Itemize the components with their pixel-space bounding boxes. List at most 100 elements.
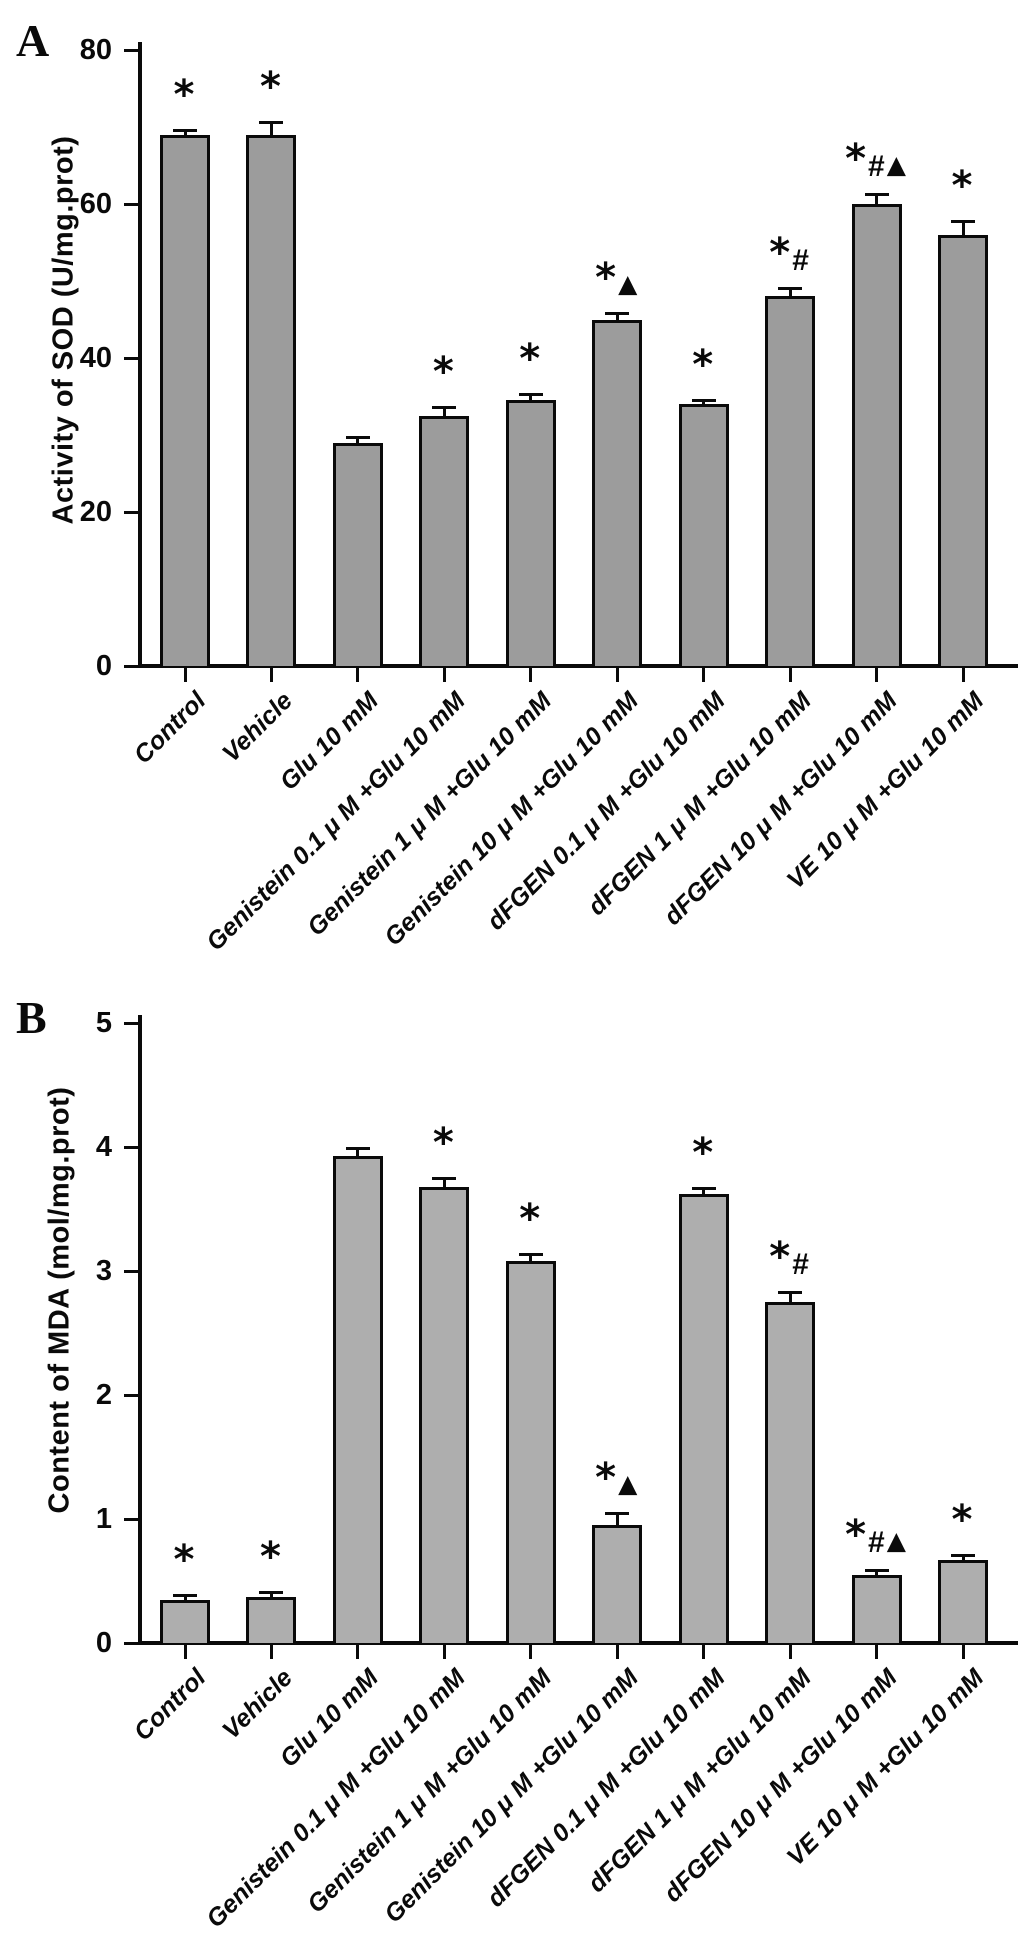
- asterisk-marker: *: [519, 335, 543, 382]
- significance-genistein-1-m-glu-10-mm: *: [461, 339, 601, 387]
- error-bar-cap-glu-10-mm: [345, 1147, 370, 1151]
- bar-dfgen-1-m-glu-10-mm: [765, 1302, 816, 1643]
- bar-dfgen-10-m-glu-10-mm: [851, 204, 902, 666]
- triangle-marker: ▲: [618, 269, 640, 299]
- bar-genistein-1-m-glu-10-mm: [505, 400, 556, 666]
- error-bar-dfgen-0-1-m-glu-10-mm: [702, 401, 706, 407]
- significance-genistein-1-m-glu-10-mm: *: [461, 1199, 601, 1247]
- x-tick: [183, 668, 187, 682]
- x-tick: [529, 1645, 533, 1659]
- triangle-marker: ▲: [886, 1526, 908, 1556]
- error-bar-genistein-10-m-glu-10-mm: [615, 1514, 619, 1528]
- significance-genistein-10-m-glu-10-mm: * ▲: [547, 258, 687, 306]
- significance-control: *: [115, 1540, 255, 1588]
- x-tick: [529, 668, 533, 682]
- significance-dfgen-10-m-glu-10-mm: * # ▲: [807, 1515, 947, 1563]
- asterisk-marker: *: [951, 162, 975, 209]
- error-bar-cap-glu-10-mm: [345, 436, 370, 440]
- error-bar-cap-dfgen-0-1-m-glu-10-mm: [691, 399, 716, 403]
- y-tick-label: 60: [79, 188, 112, 220]
- error-bar-cap-ve-10-m-glu-10-mm: [951, 1554, 975, 1558]
- error-bar-dfgen-1-m-glu-10-mm: [788, 1293, 792, 1304]
- error-bar-dfgen-0-1-m-glu-10-mm: [702, 1189, 706, 1197]
- asterisk-marker: *: [595, 1455, 619, 1502]
- x-tick: [875, 1645, 879, 1659]
- y-tick: [124, 1269, 138, 1273]
- asterisk-marker: *: [692, 342, 716, 389]
- x-tick: [788, 668, 792, 682]
- y-tick-label: 0: [95, 650, 112, 682]
- bar-genistein-0-1-m-glu-10-mm: [419, 1186, 470, 1643]
- asterisk-marker: *: [769, 1234, 793, 1281]
- bar-dfgen-0-1-m-glu-10-mm: [678, 1194, 729, 1643]
- error-bar-cap-dfgen-0-1-m-glu-10-mm: [691, 1187, 716, 1191]
- significance-vehicle: *: [201, 1537, 341, 1585]
- y-axis-line: [138, 42, 142, 668]
- y-tick: [124, 48, 138, 52]
- error-bar-cap-dfgen-10-m-glu-10-mm: [864, 1569, 889, 1573]
- significance-ve-10-m-glu-10-mm: *: [893, 166, 1033, 214]
- error-bar-cap-genistein-10-m-glu-10-mm: [605, 1512, 630, 1516]
- x-tick: [702, 668, 706, 682]
- y-tick: [124, 1145, 138, 1149]
- error-bar-dfgen-10-m-glu-10-mm: [875, 1571, 879, 1577]
- y-tick: [124, 356, 138, 360]
- panel-label-a: A: [16, 15, 50, 66]
- error-bar-cap-genistein-1-m-glu-10-mm: [518, 1252, 543, 1256]
- y-tick-label: 40: [79, 342, 112, 374]
- triangle-marker: ▲: [886, 149, 908, 179]
- x-tick: [442, 1645, 446, 1659]
- significance-dfgen-0-1-m-glu-10-mm: *: [634, 1133, 774, 1181]
- error-bar-glu-10-mm: [356, 438, 360, 445]
- error-bar-cap-dfgen-10-m-glu-10-mm: [864, 192, 889, 196]
- x-axis-line: [138, 664, 1018, 668]
- significance-dfgen-1-m-glu-10-mm: * #: [720, 233, 860, 281]
- bar-control: [160, 1599, 210, 1643]
- hash-marker: #: [868, 149, 887, 183]
- x-axis-label-vehicle: Vehicle: [216, 1663, 298, 1745]
- error-bar-genistein-1-m-glu-10-mm: [529, 1254, 533, 1264]
- error-bar-cap-vehicle: [259, 1591, 284, 1595]
- error-bar-cap-control: [173, 128, 197, 132]
- error-bar-ve-10-m-glu-10-mm: [961, 221, 965, 237]
- bar-dfgen-10-m-glu-10-mm: [851, 1574, 902, 1643]
- x-tick: [356, 1645, 360, 1659]
- x-axis-label-control: Control: [128, 1663, 212, 1747]
- asterisk-marker: *: [692, 1130, 716, 1177]
- asterisk-marker: *: [951, 1497, 975, 1544]
- error-bar-control: [183, 1595, 187, 1602]
- asterisk-marker: *: [432, 1120, 456, 1167]
- sod-activity-bar-chart: 0 20 40 60 80 Control * Vehicle * Glu 10 mM Genist…: [80, 36, 1018, 956]
- significance-genistein-10-m-glu-10-mm: * ▲: [547, 1458, 687, 1506]
- error-bar-genistein-0-1-m-glu-10-mm: [442, 408, 446, 418]
- x-tick: [269, 1645, 273, 1659]
- y-tick: [124, 1021, 138, 1025]
- bar-ve-10-m-glu-10-mm: [938, 234, 988, 666]
- significance-dfgen-10-m-glu-10-mm: * # ▲: [807, 139, 947, 187]
- error-bar-cap-dfgen-1-m-glu-10-mm: [778, 287, 803, 291]
- x-axis-line: [138, 1641, 1018, 1645]
- significance-ve-10-m-glu-10-mm: *: [893, 1500, 1033, 1548]
- bar-genistein-10-m-glu-10-mm: [592, 1525, 643, 1643]
- significance-dfgen-0-1-m-glu-10-mm: *: [634, 345, 774, 393]
- hash-marker: #: [792, 244, 811, 278]
- bar-vehicle: [246, 1597, 297, 1643]
- bar-ve-10-m-glu-10-mm: [938, 1559, 988, 1643]
- x-tick: [875, 668, 879, 682]
- bar-glu-10-mm: [332, 1155, 383, 1643]
- significance-vehicle: *: [201, 67, 341, 115]
- y-tick-label: 1: [95, 1503, 112, 1535]
- significance-genistein-0-1-m-glu-10-mm: *: [374, 1123, 514, 1171]
- error-bar-cap-genistein-10-m-glu-10-mm: [605, 312, 630, 316]
- asterisk-marker: *: [595, 255, 619, 302]
- hash-marker: #: [792, 1248, 811, 1282]
- asterisk-marker: *: [769, 230, 793, 277]
- asterisk-marker: *: [519, 1195, 543, 1242]
- x-tick: [269, 668, 273, 682]
- error-bar-vehicle: [269, 123, 273, 137]
- triangle-marker: ▲: [618, 1469, 640, 1499]
- y-tick: [124, 1641, 138, 1645]
- x-tick: [615, 668, 619, 682]
- significance-genistein-0-1-m-glu-10-mm: *: [374, 352, 514, 400]
- y-tick: [124, 202, 138, 206]
